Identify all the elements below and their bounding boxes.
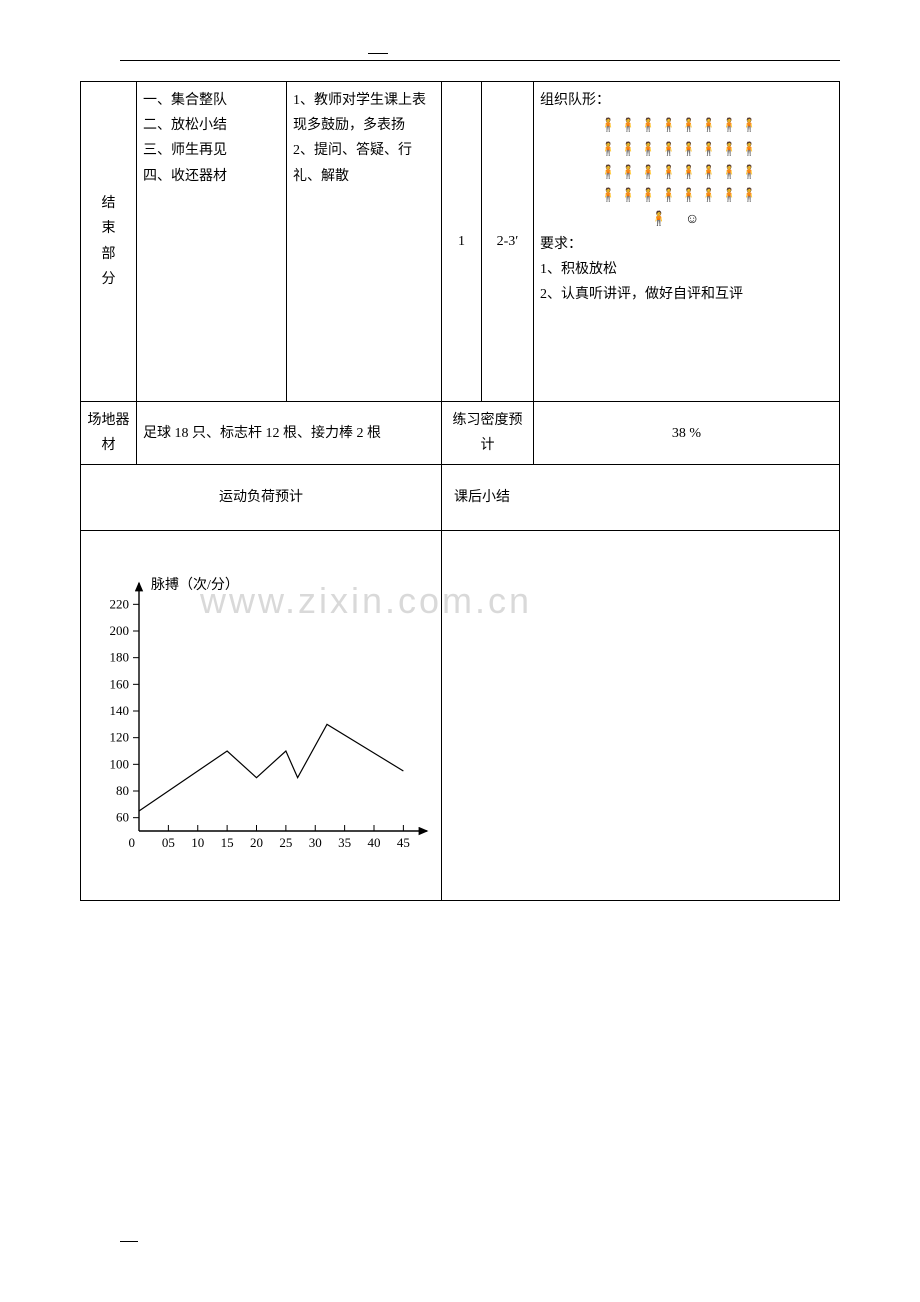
requirement-line: 2、认真听讲评，做好自评和互评: [540, 282, 833, 307]
formation-cell: 组织队形： 🧍🧍🧍🧍🧍🧍🧍🧍🧍🧍🧍🧍🧍🧍🧍🧍🧍🧍🧍🧍🧍🧍🧍🧍🧍🧍🧍🧍🧍🧍🧍🧍 🧍…: [534, 82, 840, 402]
equipment-value-cell: 足球 18 只、标志杆 12 根、接力棒 2 根: [137, 402, 442, 465]
section-ending-row: 结 束 部 分 一、集合整队 二、放松小结 三、师生再见 四、收还器材 1、教师…: [81, 82, 840, 402]
top-dash-mark: [368, 53, 388, 54]
activities-cell: 一、集合整队 二、放松小结 三、师生再见 四、收还器材: [137, 82, 287, 402]
svg-text:100: 100: [110, 757, 130, 772]
section-label-char: 结: [81, 191, 136, 216]
svg-text:60: 60: [116, 810, 129, 825]
activity-line: 二、放松小结: [143, 113, 280, 138]
pulse-chart-cell: 60 80 100 120 140 160 180 200 220 0 05 10 15 20 25 30 35…: [81, 531, 442, 901]
formation-people-row: 🧍🧍🧍🧍🧍🧍🧍🧍: [540, 137, 833, 160]
count-cell: 1: [442, 82, 482, 402]
svg-text:160: 160: [110, 677, 130, 692]
formation-title: 组织队形：: [540, 88, 833, 113]
pulse-line-chart: 60 80 100 120 140 160 180 200 220 0 05 10 15 20 25 30 35…: [81, 561, 441, 881]
teacher-actions-cell: 1、教师对学生课上表现多鼓励，多表扬 2、提问、答疑、行礼、解散: [287, 82, 442, 402]
teacher-action-line: 2、提问、答疑、行礼、解散: [293, 138, 435, 188]
post-class-summary-body-cell: [442, 531, 840, 901]
page-container: 结 束 部 分 一、集合整队 二、放松小结 三、师生再见 四、收还器材 1、教师…: [0, 0, 920, 941]
formation-teacher-row: 🧍 ☺: [540, 207, 833, 232]
duration-cell: 2-3′: [482, 82, 534, 402]
section-label-cell: 结 束 部 分: [81, 82, 137, 402]
svg-text:30: 30: [309, 835, 322, 850]
equipment-label-cell: 场地器材: [81, 402, 137, 465]
formation-people-row: 🧍🧍🧍🧍🧍🧍🧍🧍: [540, 160, 833, 183]
svg-text:15: 15: [221, 835, 234, 850]
formation-people-row: 🧍🧍🧍🧍🧍🧍🧍🧍: [540, 183, 833, 206]
face-icon: ☺: [685, 212, 699, 227]
requirements-title: 要求：: [540, 232, 833, 257]
chart-row: 60 80 100 120 140 160 180 200 220 0 05 10 15 20 25 30 35…: [81, 531, 840, 901]
requirement-line: 1、积极放松: [540, 257, 833, 282]
teacher-glyph: 🧍: [650, 212, 667, 227]
density-value-cell: 38 %: [534, 402, 840, 465]
activity-line: 四、收还器材: [143, 164, 280, 189]
svg-text:35: 35: [338, 835, 351, 850]
svg-text:05: 05: [162, 835, 175, 850]
post-class-summary-label-cell: 课后小结: [442, 465, 840, 531]
svg-text:80: 80: [116, 783, 129, 798]
bottom-dash-mark: [120, 1241, 138, 1242]
svg-text:脉搏（次/分）: 脉搏（次/分）: [151, 576, 239, 593]
svg-text:20: 20: [250, 835, 263, 850]
density-label-cell: 练习密度预计: [442, 402, 534, 465]
load-forecast-label-cell: 运动负荷预计: [81, 465, 442, 531]
section-label-char: 分: [81, 267, 136, 292]
equipment-row: 场地器材 足球 18 只、标志杆 12 根、接力棒 2 根 练习密度预计 38 …: [81, 402, 840, 465]
svg-text:140: 140: [110, 703, 130, 718]
load-summary-header-row: 运动负荷预计 课后小结: [81, 465, 840, 531]
svg-text:40: 40: [368, 835, 381, 850]
lesson-plan-table: 结 束 部 分 一、集合整队 二、放松小结 三、师生再见 四、收还器材 1、教师…: [80, 81, 840, 901]
formation-people-row: 🧍🧍🧍🧍🧍🧍🧍🧍: [540, 113, 833, 136]
svg-text:200: 200: [110, 623, 130, 638]
svg-text:220: 220: [110, 597, 130, 612]
section-label-char: 束: [81, 216, 136, 241]
formation-grid: 🧍🧍🧍🧍🧍🧍🧍🧍🧍🧍🧍🧍🧍🧍🧍🧍🧍🧍🧍🧍🧍🧍🧍🧍🧍🧍🧍🧍🧍🧍🧍🧍: [540, 113, 833, 207]
teacher-action-line: 1、教师对学生课上表现多鼓励，多表扬: [293, 88, 435, 138]
svg-text:120: 120: [110, 730, 130, 745]
svg-text:25: 25: [279, 835, 292, 850]
svg-text:0: 0: [129, 835, 136, 850]
svg-text:180: 180: [110, 650, 130, 665]
section-label-char: 部: [81, 242, 136, 267]
top-horizontal-rule: [120, 60, 840, 61]
activity-line: 三、师生再见: [143, 138, 280, 163]
svg-text:10: 10: [191, 835, 204, 850]
activity-line: 一、集合整队: [143, 88, 280, 113]
svg-text:45: 45: [397, 835, 410, 850]
